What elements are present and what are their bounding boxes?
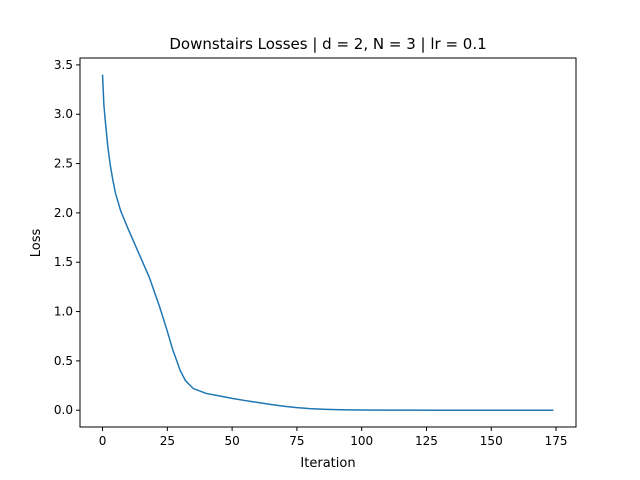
x-tick-label: 150 [480, 434, 503, 448]
y-tick-label: 1.0 [54, 305, 73, 319]
axes-frame [79, 57, 577, 428]
y-tick-label: 3.0 [54, 107, 73, 121]
y-tick-label: 0.5 [54, 354, 73, 368]
x-tick-label: 100 [350, 434, 373, 448]
x-axis-label: Iteration [300, 456, 355, 471]
y-axis: 0.0 0.5 1.0 1.5 2.0 2.5 3.0 3.5 [54, 58, 80, 417]
x-tick-label: 75 [289, 434, 304, 448]
x-tick-label: 0 [99, 434, 107, 448]
x-axis: 0 25 50 75 100 125 150 175 [99, 427, 568, 448]
chart-title: Downstairs Losses | d = 2, N = 3 | lr = … [169, 35, 486, 53]
x-tick-label: 125 [415, 434, 438, 448]
y-tick-label: 3.5 [54, 58, 73, 72]
y-tick-label: 2.5 [54, 157, 73, 171]
x-tick-label: 25 [160, 434, 175, 448]
plot-area [79, 57, 577, 428]
y-axis-label: Loss [29, 229, 44, 258]
x-tick-label: 50 [224, 434, 239, 448]
y-tick-label: 0.0 [54, 403, 73, 417]
y-tick-label: 2.0 [54, 206, 73, 220]
x-tick-label: 175 [545, 434, 568, 448]
y-tick-label: 1.5 [54, 255, 73, 269]
loss-series-line [101, 74, 554, 411]
